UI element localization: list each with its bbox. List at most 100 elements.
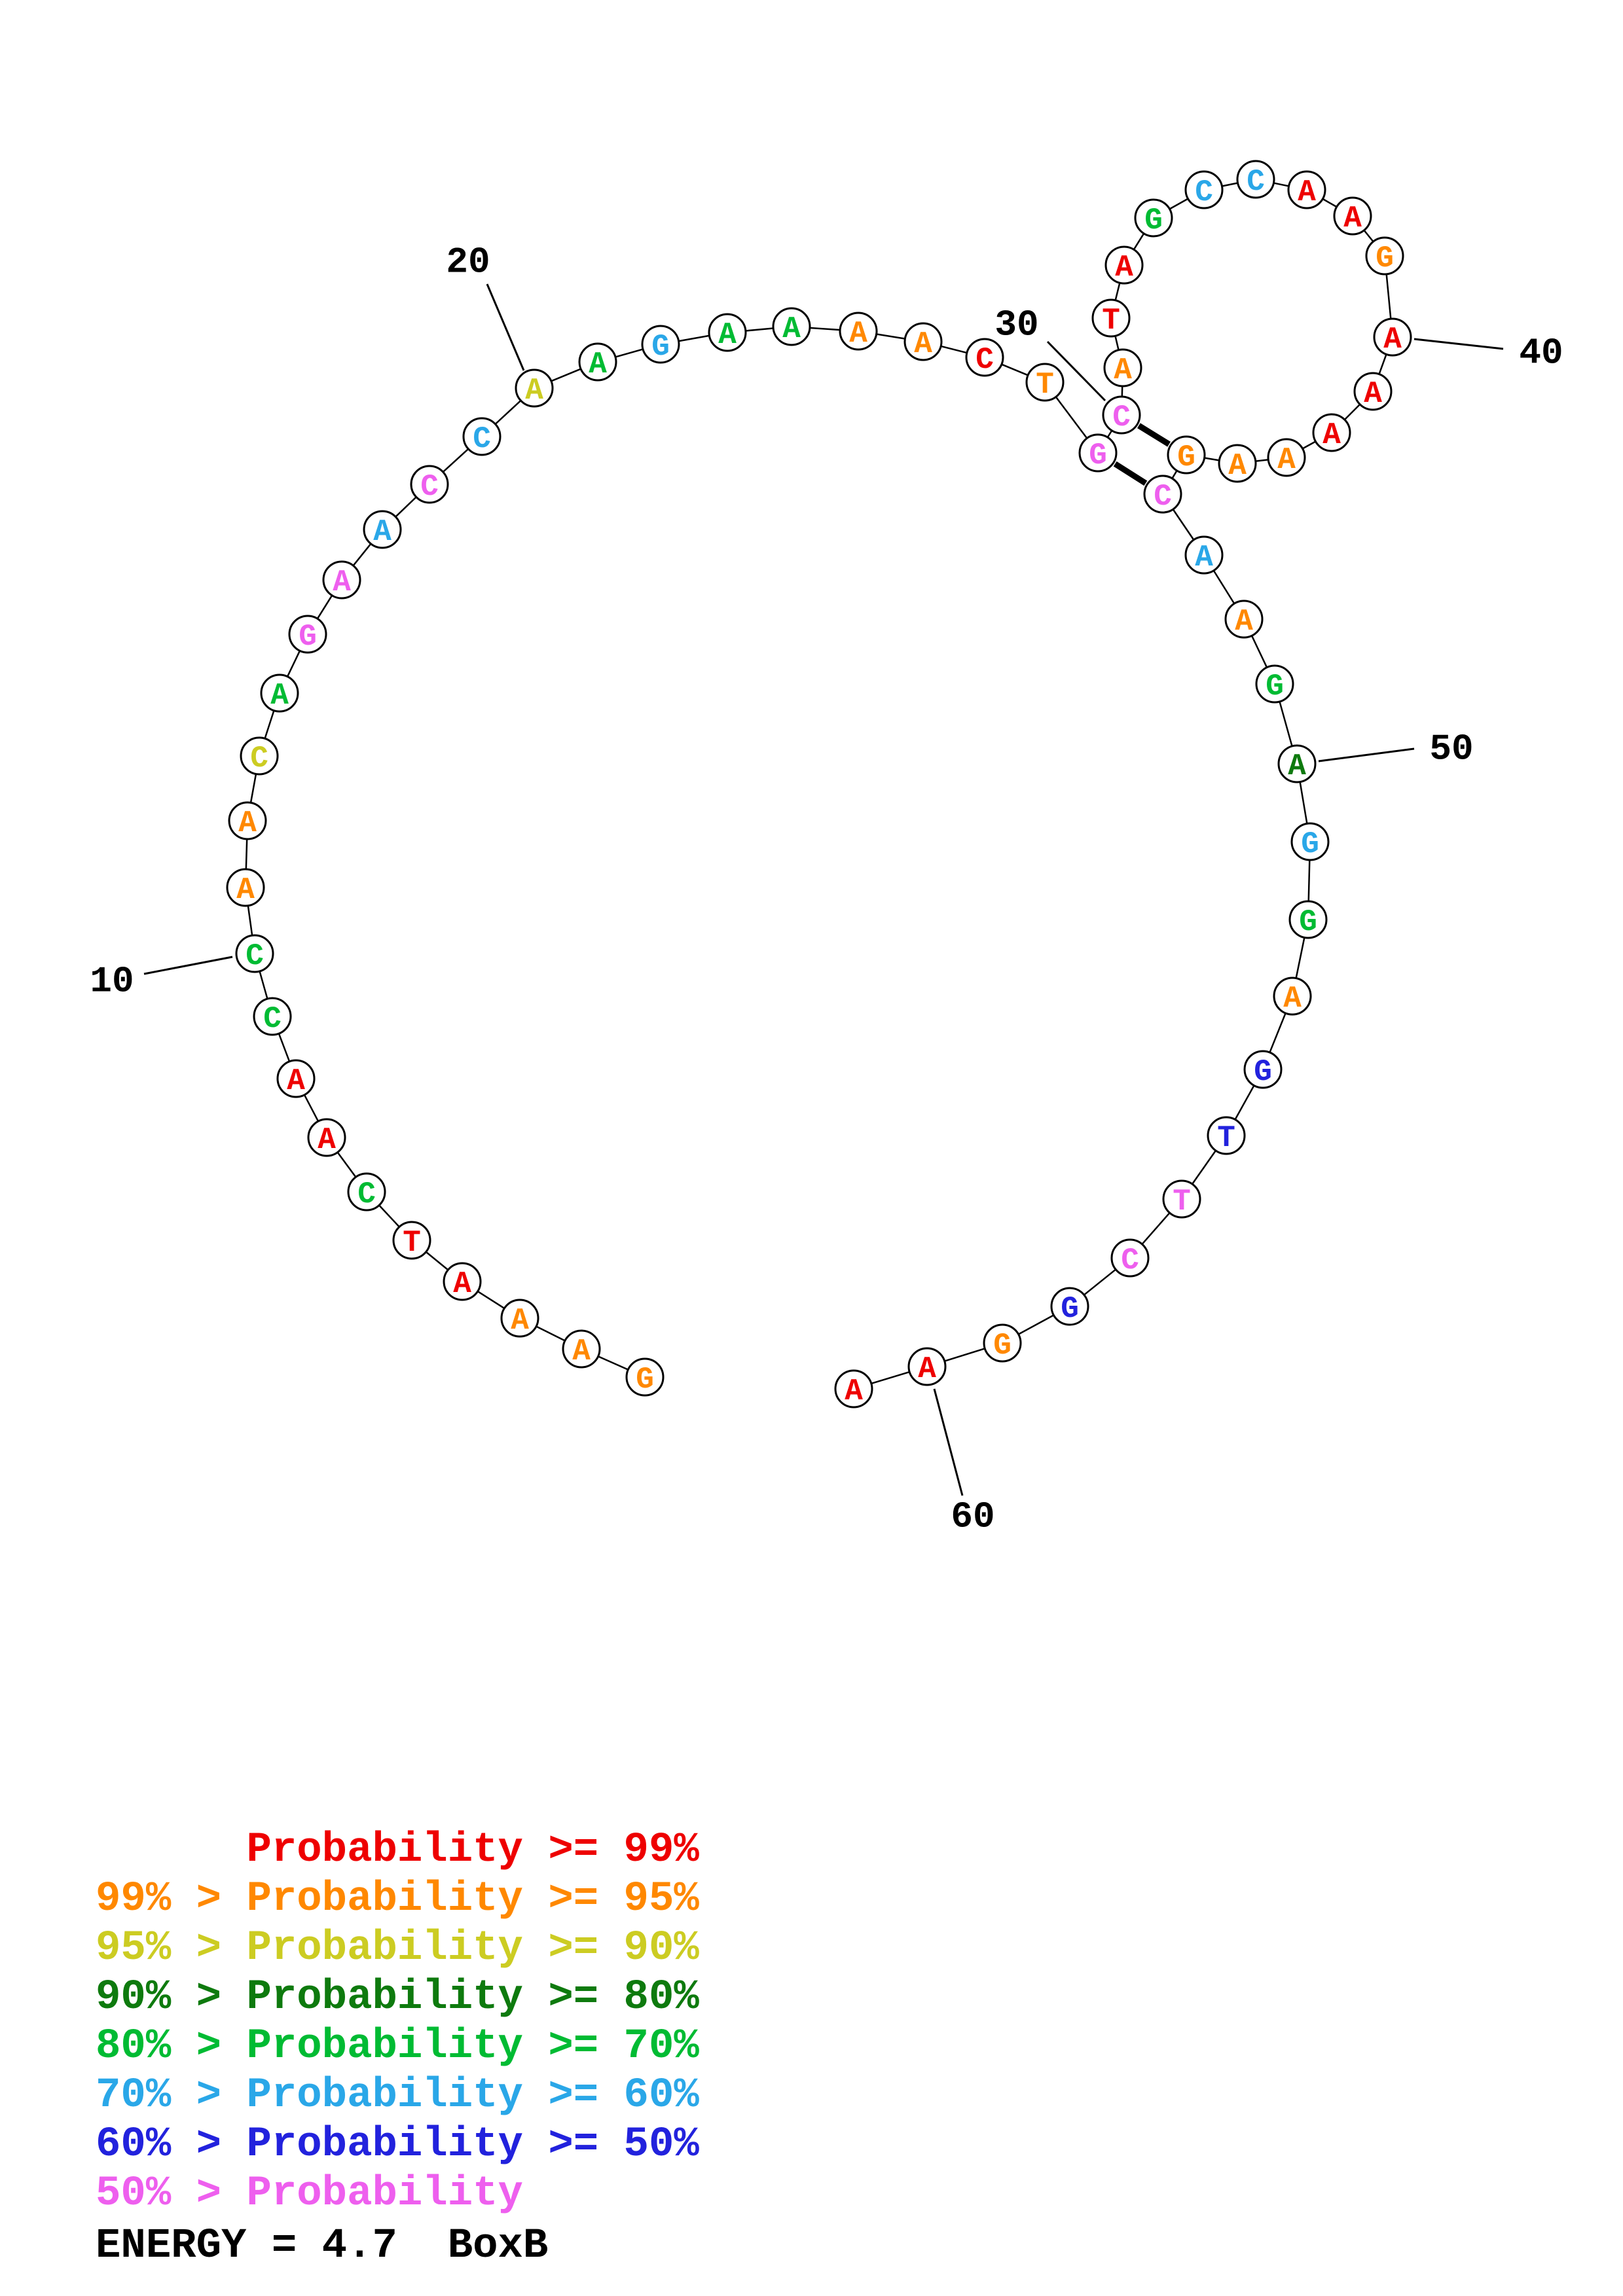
nucleotide-circle	[1353, 372, 1393, 411]
backbone-segment	[615, 348, 643, 358]
backbone-segment	[278, 1033, 290, 1062]
backbone-segment	[1269, 1013, 1286, 1052]
backbone-segment	[679, 334, 709, 342]
backbone-segment	[1018, 1314, 1054, 1335]
nucleotide-circle	[235, 934, 274, 973]
backbone-segment	[746, 327, 773, 332]
nucleotide-base: A	[914, 327, 932, 361]
nucleotide-circle	[578, 342, 617, 382]
backbone-segment	[1322, 198, 1337, 207]
nucleotide-base: A	[1277, 443, 1296, 477]
nucleotide-circle	[1273, 977, 1312, 1016]
backbone-segment	[247, 906, 253, 935]
backbone-segment	[945, 1348, 985, 1362]
nucleotide-base: A	[589, 348, 607, 382]
nucleotide-base: G	[1301, 827, 1319, 861]
backbone-segment	[1114, 283, 1121, 300]
nucleotide-circle	[1373, 317, 1412, 357]
legend-line: 60% > Probability >= 50%	[96, 2121, 699, 2168]
nucleotide-base: G	[1089, 439, 1107, 473]
backbone-segment	[1302, 440, 1316, 450]
nucleotide-base: A	[782, 312, 801, 346]
nucleotide-circle	[1218, 444, 1257, 483]
position-label: 40	[1519, 332, 1563, 374]
nucleotide-base: A	[318, 1123, 336, 1157]
nucleotide-base: A	[1283, 982, 1302, 1016]
position-label-line	[143, 956, 233, 975]
nucleotide-circle	[1277, 744, 1317, 783]
position-label-line	[933, 1388, 964, 1496]
nucleotide-circle	[1167, 435, 1206, 475]
backbone-segment	[304, 1095, 319, 1121]
nucleotide-base: A	[1343, 202, 1362, 236]
nucleotide-base: C	[1247, 165, 1265, 199]
legend-line: Probability >= 99%	[96, 1827, 699, 1874]
energy-label: ENERGY = 4.7 BoxB	[96, 2223, 549, 2270]
backbone-segment	[1385, 274, 1392, 319]
nucleotide-circle	[625, 1357, 665, 1397]
nucleotide-base: A	[511, 1304, 529, 1338]
backbone-segment	[1142, 1212, 1170, 1245]
backbone-segment	[353, 543, 371, 566]
nucleotide-base: G	[1177, 440, 1195, 475]
nucleotide-circle	[1025, 363, 1065, 402]
nucleotide-circle	[1134, 198, 1173, 238]
legend-line: 99% > Probability >= 95%	[96, 1876, 699, 1923]
nucleotide-circle	[443, 1262, 482, 1301]
position-label: 10	[90, 961, 134, 1003]
nucleotide-circle	[708, 313, 747, 352]
backbone-segment	[1279, 702, 1293, 746]
nucleotide-base: G	[1266, 670, 1284, 704]
backbone-segment	[1002, 363, 1028, 376]
nucleotide-circle	[515, 368, 554, 408]
nucleotide-circle	[307, 1118, 346, 1157]
backbone-segment	[317, 595, 333, 619]
nucleotide-base: A	[1322, 418, 1341, 452]
nucleotide-circle	[1290, 822, 1330, 861]
nucleotide-circle	[562, 1329, 601, 1369]
backbone-segment	[1173, 509, 1194, 540]
nucleotide-circle	[253, 997, 292, 1036]
backbone-segment	[287, 651, 301, 677]
nucleotide-base: G	[1299, 905, 1317, 939]
backbone-segment	[598, 1355, 628, 1371]
nucleotide-circle	[363, 510, 402, 549]
backbone-segment	[245, 839, 248, 869]
nucleotide-base: T	[1102, 304, 1120, 338]
nucleotide-circle	[903, 322, 943, 361]
nucleotide-circle	[1184, 170, 1224, 209]
nucleotide-base: T	[1173, 1185, 1191, 1219]
backbone-segment	[1171, 471, 1178, 478]
nucleotide-circle	[1333, 196, 1372, 236]
nucleotide-base: A	[238, 806, 257, 840]
basepair-line	[1113, 461, 1148, 486]
nucleotide-base: A	[1195, 541, 1213, 575]
nucleotide-circle	[1207, 1116, 1246, 1155]
nucleotide-circle	[1255, 664, 1294, 704]
nucleotide-circle	[965, 338, 1004, 377]
backbone-segment	[1192, 1151, 1216, 1184]
nucleotide-circle	[983, 1323, 1022, 1363]
nucleotide-circle	[839, 312, 878, 351]
nucleotide-circle	[1236, 160, 1275, 199]
legend: Probability >= 99% 99% > Probability >= 9…	[96, 1826, 699, 2219]
backbone-segment	[1205, 457, 1219, 461]
backbone-segment	[1295, 938, 1305, 978]
backbone-segment	[443, 448, 469, 473]
backbone-segment	[1274, 182, 1288, 187]
nucleotide-base: C	[1112, 401, 1131, 435]
nucleotide-circle	[1184, 535, 1224, 575]
nucleotide-circle	[1104, 245, 1144, 285]
backbone-segment	[810, 327, 840, 331]
nucleotide-circle	[1143, 475, 1182, 514]
nucleotide-base: A	[918, 1352, 936, 1386]
nucleotide-circle	[1267, 438, 1306, 477]
nucleotide-base: A	[453, 1267, 471, 1301]
nucleotide-circle	[1091, 298, 1131, 338]
position-label: 60	[951, 1496, 994, 1538]
backbone-segment	[941, 345, 967, 354]
nucleotide-circle	[907, 1347, 947, 1386]
nucleotide-circle	[462, 417, 501, 456]
nucleotide-circle	[1287, 170, 1326, 209]
